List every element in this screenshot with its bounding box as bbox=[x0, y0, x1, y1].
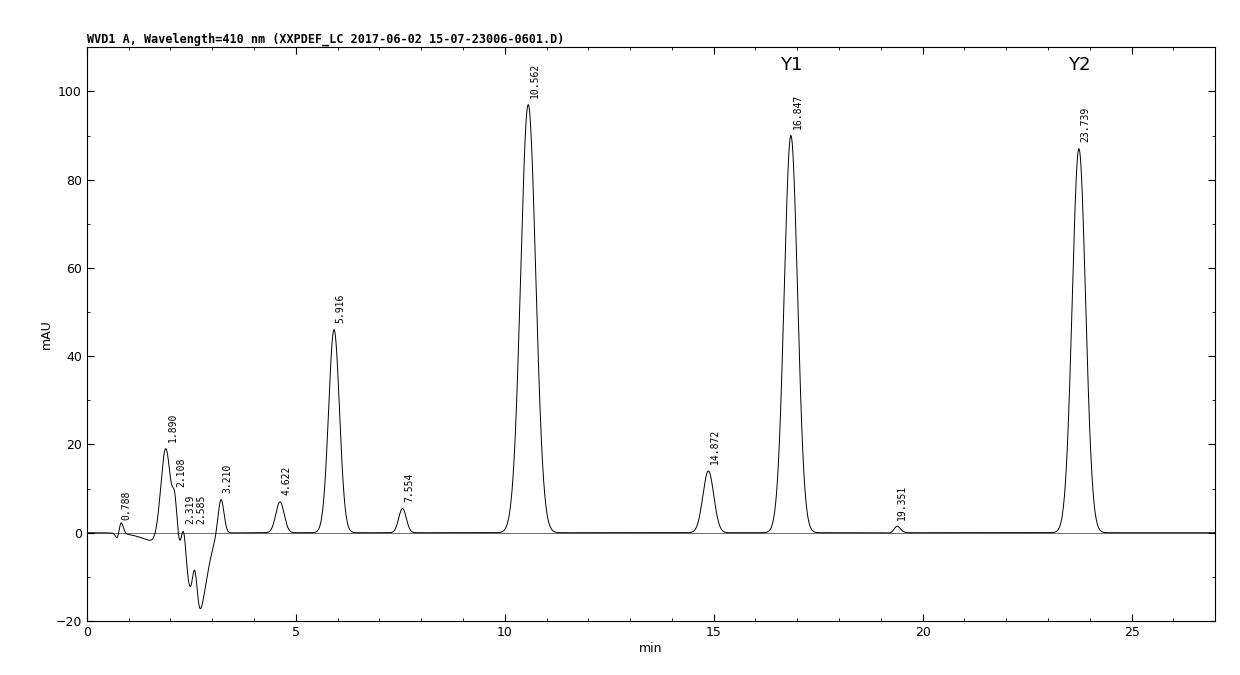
Text: 10.562: 10.562 bbox=[529, 63, 539, 98]
Y-axis label: mAU: mAU bbox=[40, 319, 53, 349]
Text: 0.788: 0.788 bbox=[122, 491, 131, 520]
Text: 2.585: 2.585 bbox=[196, 495, 207, 524]
Text: 23.739: 23.739 bbox=[1080, 107, 1091, 142]
Text: 16.847: 16.847 bbox=[792, 94, 802, 129]
Text: 4.622: 4.622 bbox=[281, 466, 291, 495]
Text: Y2: Y2 bbox=[1068, 56, 1090, 74]
Text: 3.210: 3.210 bbox=[223, 464, 233, 493]
Text: 7.554: 7.554 bbox=[404, 472, 414, 502]
Text: 2.108: 2.108 bbox=[176, 458, 186, 487]
Text: WVD1 A, Wavelength=410 nm (XXPDEF_LC 2017-06-02 15-07-23006-0601.D): WVD1 A, Wavelength=410 nm (XXPDEF_LC 201… bbox=[87, 33, 564, 47]
X-axis label: min: min bbox=[640, 642, 662, 655]
Text: Y1: Y1 bbox=[780, 56, 802, 74]
Text: 2.319: 2.319 bbox=[186, 495, 196, 524]
Text: 5.916: 5.916 bbox=[336, 294, 346, 323]
Text: 14.872: 14.872 bbox=[711, 429, 720, 464]
Text: 1.890: 1.890 bbox=[167, 412, 177, 442]
Text: 19.351: 19.351 bbox=[898, 485, 908, 520]
